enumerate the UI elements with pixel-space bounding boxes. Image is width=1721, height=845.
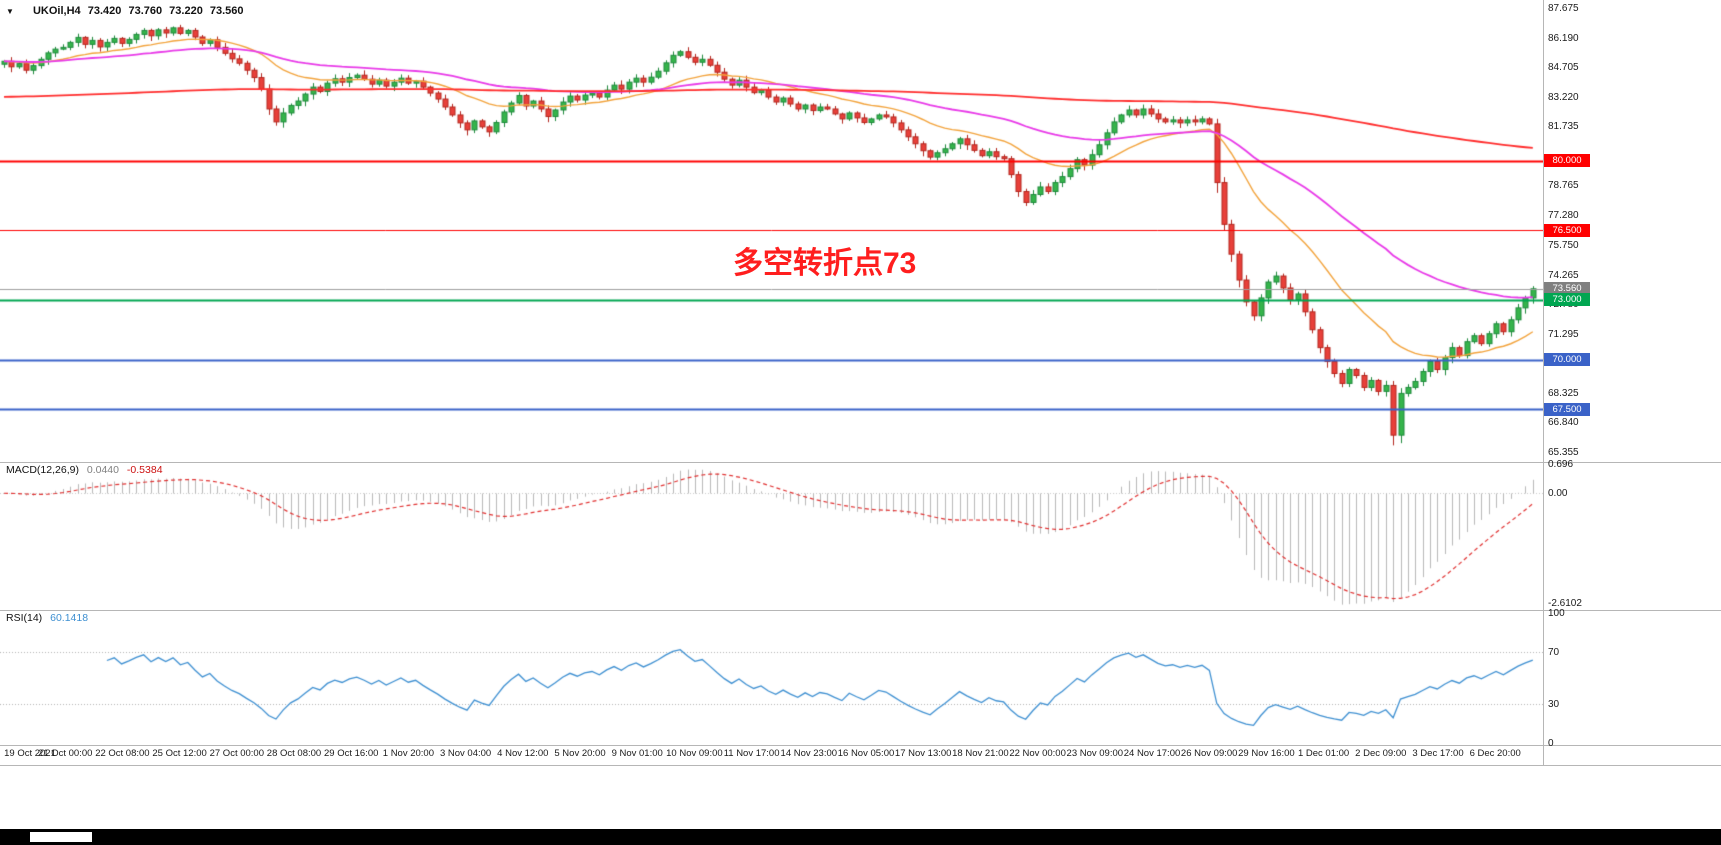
macd-indicator-name: MACD(12,26,9) — [6, 464, 79, 476]
one-click-trading-toggle[interactable]: ▼ — [6, 7, 14, 16]
rsi-axis-label: 30 — [1548, 699, 1560, 710]
time-axis-label: 29 Nov 16:00 — [1238, 748, 1295, 759]
time-axis-label: 10 Nov 09:00 — [666, 748, 723, 759]
taskbar — [0, 829, 1721, 845]
price-axis-label: 81.735 — [1548, 121, 1579, 133]
window-bottom-border — [0, 765, 1721, 766]
time-axis-label: 5 Nov 20:00 — [554, 748, 606, 759]
time-axis-label: 14 Nov 23:00 — [780, 748, 838, 759]
time-axis-label: 24 Nov 17:00 — [1123, 748, 1181, 759]
time-axis-label: 21 Oct 00:00 — [37, 748, 93, 759]
rsi-axis-label: 0 — [1548, 738, 1554, 749]
taskbar-window-thumb[interactable] — [30, 832, 92, 842]
rsi-label: RSI(14) 60.1418 — [6, 612, 88, 624]
price-level-badge: 70.000 — [1544, 353, 1590, 367]
macd-pane-canvas[interactable] — [0, 463, 1543, 610]
chart-header: ▼ UKOil,H4 73.420 73.760 73.220 73.560 — [6, 5, 248, 17]
ohlc-open: 73.420 — [87, 5, 122, 17]
time-axis-label: 9 Nov 01:00 — [611, 748, 663, 759]
price-level-badge: 73.000 — [1544, 293, 1590, 307]
price-level-badge: 80.000 — [1544, 154, 1590, 168]
price-axis-label: 83.220 — [1548, 91, 1579, 103]
time-axis-label: 26 Nov 09:00 — [1180, 748, 1238, 759]
price-axis-label: 84.705 — [1548, 62, 1579, 74]
time-axis-label: 1 Dec 01:00 — [1297, 748, 1350, 759]
pane-separator — [0, 610, 1721, 611]
macd-main-value: 0.0440 — [86, 464, 119, 476]
time-axis-label: 3 Dec 17:00 — [1412, 748, 1464, 759]
time-axis-label: 25 Oct 12:00 — [152, 748, 207, 759]
time-axis-label: 16 Nov 05:00 — [837, 748, 895, 759]
time-axis-label: 18 Nov 21:00 — [952, 748, 1009, 759]
rsi-value: 60.1418 — [50, 612, 89, 624]
time-axis-label: 28 Oct 08:00 — [266, 748, 322, 759]
rsi-indicator-name: RSI(14) — [6, 612, 43, 624]
price-axis-label: 87.675 — [1548, 3, 1579, 15]
price-level-badge: 76.500 — [1544, 223, 1590, 237]
chart-symbol-period: UKOil,H4 — [32, 5, 81, 17]
price-axis-label: 68.325 — [1548, 387, 1579, 399]
price-axis-label: 77.280 — [1548, 209, 1579, 221]
pane-separator — [0, 745, 1721, 746]
pane-separator — [0, 462, 1721, 463]
time-axis-label: 2 Dec 09:00 — [1355, 748, 1407, 759]
main-chart-canvas[interactable] — [0, 0, 1543, 462]
time-axis-label: 17 Nov 13:00 — [894, 748, 952, 759]
price-axis-label: 65.355 — [1548, 446, 1579, 458]
time-axis-label: 19 Oct 2021 — [4, 748, 56, 759]
time-axis-label: 3 Nov 04:00 — [439, 748, 492, 759]
time-axis-label: 4 Nov 12:00 — [497, 748, 549, 759]
time-axis-label: 6 Dec 20:00 — [1469, 748, 1521, 759]
macd-axis-label: 0.00 — [1548, 488, 1568, 500]
time-axis-label: 29 Oct 16:00 — [323, 748, 379, 759]
price-axis-label: 86.190 — [1548, 32, 1579, 44]
price-level-badge: 67.500 — [1544, 402, 1590, 416]
price-axis-label: 74.265 — [1548, 269, 1579, 281]
time-axis-label: 27 Oct 00:00 — [209, 748, 264, 759]
price-axis-label: 71.295 — [1548, 328, 1579, 340]
current-price-badge: 73.560 — [1544, 282, 1590, 296]
price-axis-label: 66.840 — [1548, 417, 1579, 429]
price-axis-label: 75.750 — [1548, 240, 1579, 252]
rsi-pane-canvas[interactable] — [0, 611, 1543, 745]
macd-axis-label: 0.696 — [1548, 459, 1574, 470]
time-axis-label: 1 Nov 20:00 — [382, 748, 435, 759]
time-axis-label: 22 Oct 08:00 — [95, 748, 150, 759]
ohlc-high: 73.760 — [128, 5, 163, 17]
price-axis-label: 78.765 — [1548, 180, 1579, 192]
chart-annotation: 多空转折点73 — [733, 247, 917, 280]
price-axis-separator — [1543, 0, 1544, 765]
ohlc-low: 73.220 — [169, 5, 203, 17]
rsi-axis-label: 70 — [1548, 647, 1560, 658]
ohlc-close: 73.560 — [209, 5, 244, 17]
time-axis-label: 22 Nov 00:00 — [1009, 748, 1066, 759]
rsi-axis-label: 100 — [1548, 608, 1565, 619]
macd-label: MACD(12,26,9) 0.0440 -0.5384 — [6, 464, 163, 476]
macd-signal-value: -0.5384 — [126, 464, 163, 476]
macd-axis-label: -2.6102 — [1548, 597, 1582, 609]
time-axis-label: 11 Nov 17:00 — [723, 748, 780, 759]
time-axis-label: 23 Nov 09:00 — [1066, 748, 1124, 759]
